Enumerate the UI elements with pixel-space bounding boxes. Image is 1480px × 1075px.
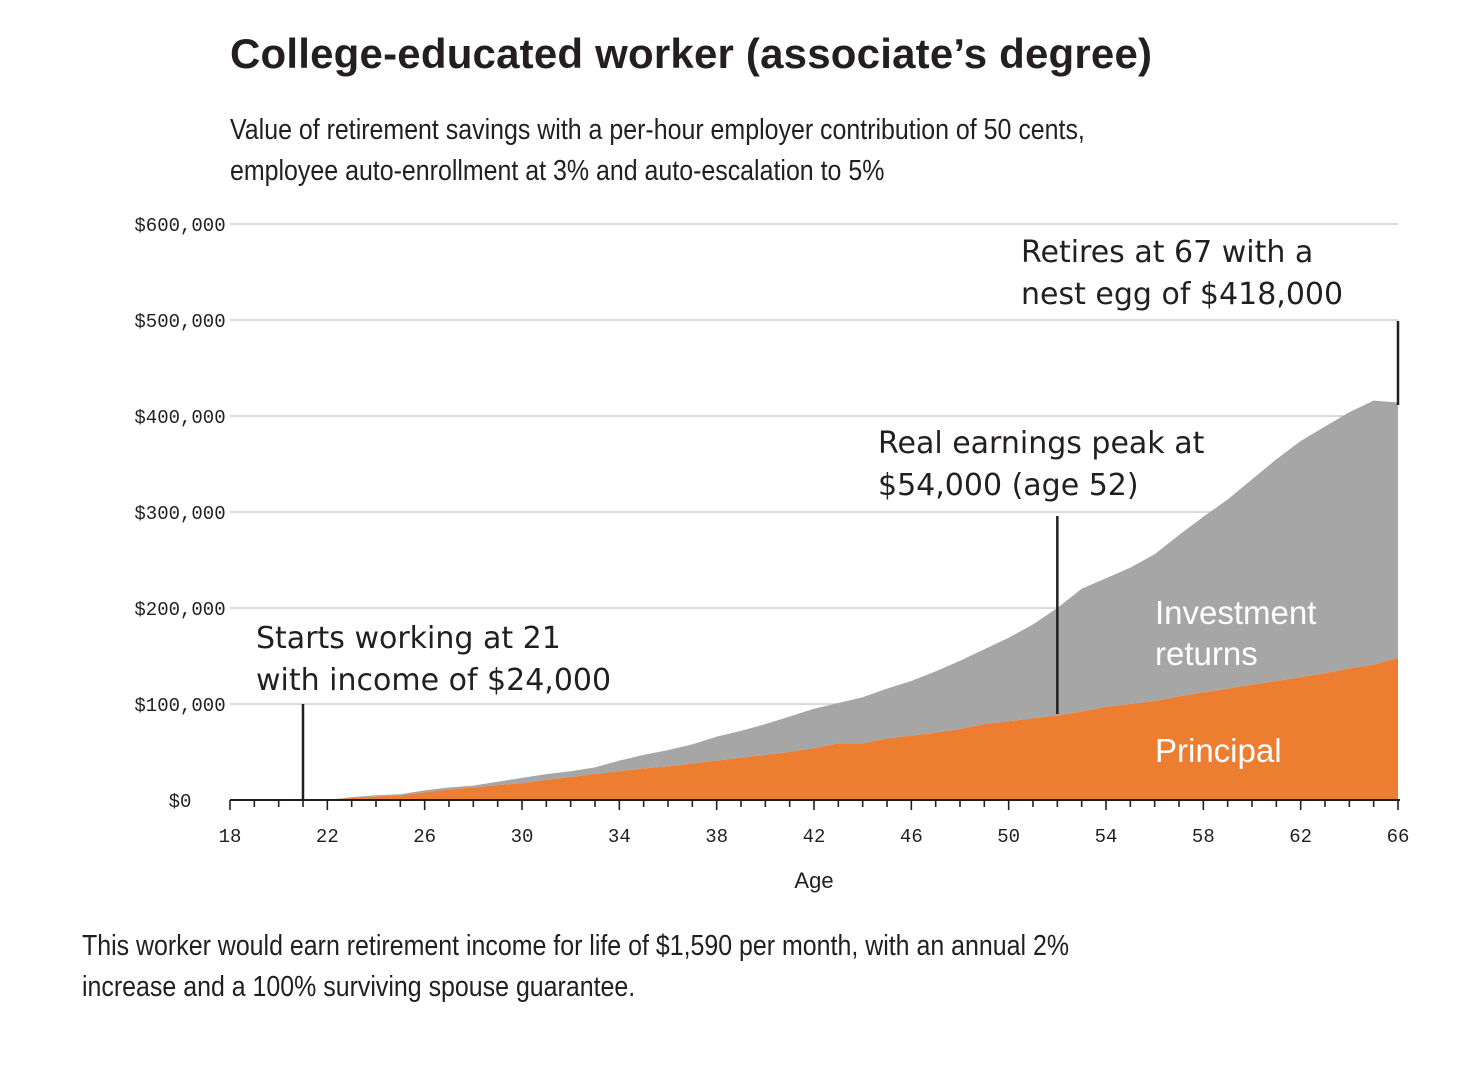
y-tick-label-100000: $100,000 [134,695,225,717]
x-tick-label-50: 50 [997,826,1020,848]
x-tick-label-26: 26 [413,826,436,848]
x-tick-label-54: 54 [1095,826,1118,848]
axes [229,799,1400,810]
subtitle-line-1: Value of retirement savings with a per-h… [230,114,1085,146]
annotation-text-52-2: $54,000 (age 52) [878,468,1139,503]
annotations: Starts working at 21 with income of $24,0… [256,235,1400,800]
annotation-text-66-2: nest egg of $418,000 [1021,277,1343,312]
footnote: This worker would earn retirement income… [82,926,1372,1008]
stacked-areas [327,400,1398,800]
x-tick-label-18: 18 [219,826,242,848]
x-tick-label-46: 46 [900,826,923,848]
footnote-line-2: increase and a 100% surviving spouse gua… [82,971,636,1003]
x-tick-label-38: 38 [705,826,728,848]
annotation-text-66-1: Retires at 67 with a [1021,235,1313,270]
y-tick-label-300000: $300,000 [134,503,225,525]
y-tick-label-600000: $600,000 [134,215,225,237]
area-label-principal-1: Principal [1155,732,1282,769]
area-principal [327,657,1398,800]
y-tick-label-200000: $200,000 [134,599,225,621]
x-tick-label-58: 58 [1192,826,1215,848]
x-axis-label: Age [794,868,833,893]
area-label-investment-returns-2: returns [1155,635,1258,672]
x-tick-label-34: 34 [608,826,631,848]
x-tick-label-62: 62 [1289,826,1312,848]
annotation-text-52-1: Real earnings peak at [878,426,1205,461]
x-tick-label-30: 30 [511,826,534,848]
subtitle-line-2: employee auto-enrollment at 3% and auto-… [230,155,885,187]
area-investment-returns [327,400,1398,800]
y-tick-label-500000: $500,000 [134,311,225,333]
x-axis-ticks: 18 22 26 30 34 38 42 46 50 54 58 62 66 [219,826,1410,848]
area-label-investment-returns-1: Investment [1155,594,1316,631]
y-axis-ticks: $0 $100,000 $200,000 $300,000 $400,000 $500,0… [134,215,225,813]
y-tick-label-400000: $400,000 [134,407,225,429]
y-tick-label-0: $0 [169,791,192,813]
x-tick-label-42: 42 [803,826,826,848]
x-tick-label-22: 22 [316,826,339,848]
annotation-text-21-1: Starts working at 21 [256,621,561,656]
annotation-text-21-2: with income of $24,000 [256,663,611,698]
chart-title: College-educated worker (associate’s deg… [230,30,1153,77]
area-labels: Investment returns Principal [1155,594,1316,769]
x-tick-label-66: 66 [1387,826,1410,848]
footnote-line-1: This worker would earn retirement income… [82,930,1070,962]
chart-subtitle: Value of retirement savings with a per-h… [230,110,1245,192]
